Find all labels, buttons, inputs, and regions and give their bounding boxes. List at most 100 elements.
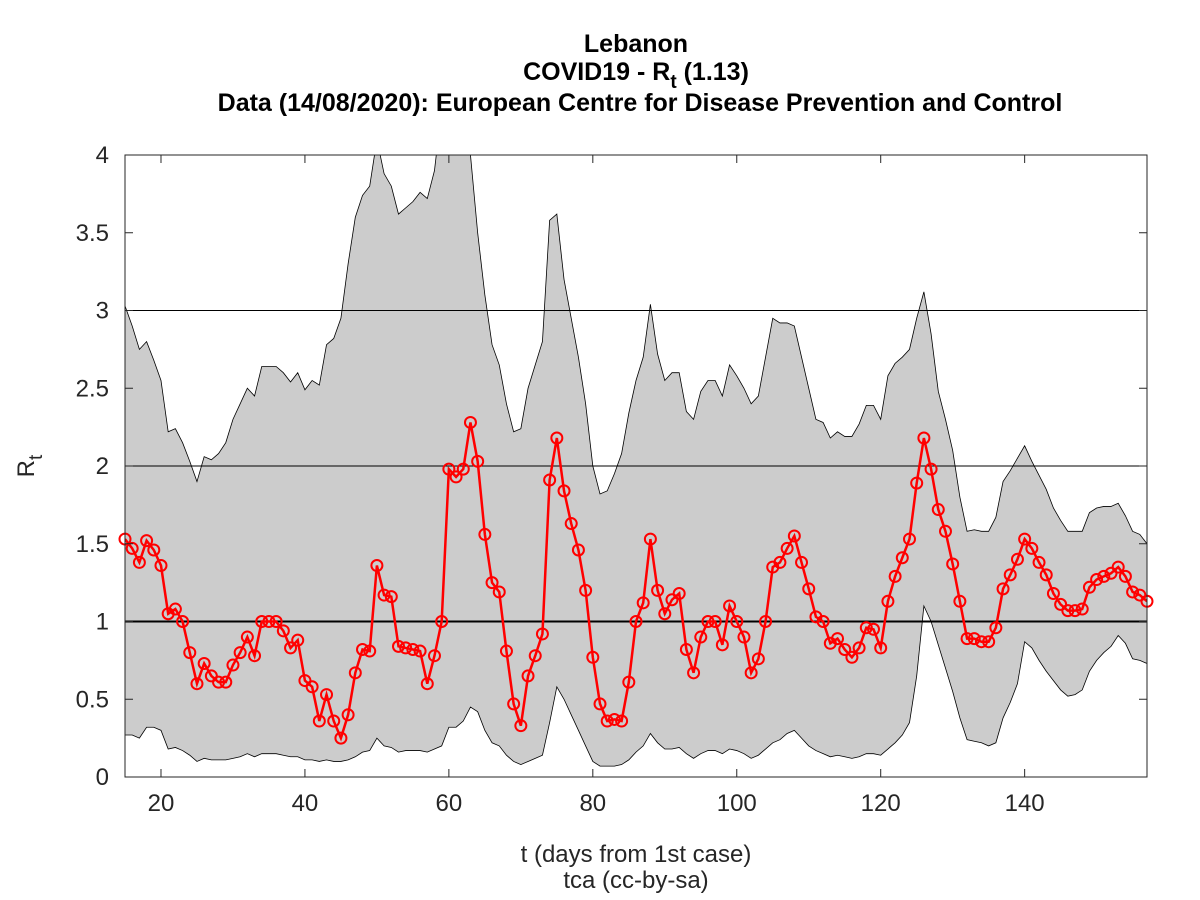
rt-marker [802, 582, 816, 596]
rt-marker [132, 555, 146, 569]
rt-marker [629, 615, 643, 628]
title-subscript: t [670, 72, 677, 93]
rt-marker [910, 476, 924, 490]
rt-marker [780, 541, 794, 555]
rt-marker [838, 642, 852, 656]
rt-marker [895, 551, 909, 565]
x-tick-label: 60 [436, 790, 463, 817]
rt-marker [492, 585, 506, 599]
rt-marker [147, 543, 161, 557]
rt-marker [212, 675, 226, 689]
rt-marker [514, 719, 528, 733]
footnote: tca (cc-by-sa) [563, 867, 708, 894]
rt-marker [219, 675, 233, 689]
rt-marker [730, 615, 744, 628]
rt-marker [125, 541, 139, 555]
rt-marker [867, 622, 881, 636]
rt-marker [471, 454, 485, 468]
rt-marker [1018, 532, 1032, 546]
rt-marker [528, 649, 542, 663]
rt-marker [341, 708, 355, 722]
rt-marker [305, 680, 319, 694]
confidence-band [125, 155, 1147, 767]
rt-marker [456, 462, 470, 476]
rt-marker [607, 712, 621, 726]
rt-marker [391, 639, 405, 653]
chart-subtitle: Data (14/08/2020): European Centre for D… [218, 89, 1063, 117]
rt-marker [248, 649, 262, 663]
rt-marker [938, 524, 952, 538]
rt-marker [284, 641, 298, 655]
rt-marker [953, 594, 967, 608]
rt-marker [363, 644, 377, 658]
rt-marker [593, 697, 607, 711]
rt-marker [485, 576, 499, 590]
rt-marker [190, 677, 204, 691]
title-text: (1.13) [677, 58, 749, 86]
rt-marker [276, 624, 290, 638]
rt-marker [399, 641, 413, 655]
rt-marker [348, 666, 362, 680]
x-tick-label: 40 [292, 790, 319, 817]
rt-marker [356, 642, 370, 656]
y-tick-label: 3.5 [76, 220, 109, 247]
rt-marker [982, 635, 996, 649]
rt-marker [233, 646, 247, 660]
rt-marker [478, 527, 492, 541]
rt-marker [694, 630, 708, 644]
y-tick-label: 2 [96, 453, 109, 480]
rt-marker [521, 669, 535, 683]
rt-marker [291, 633, 305, 647]
y-label-text: R [13, 460, 40, 477]
rt-marker [859, 621, 873, 635]
rt-marker [413, 644, 427, 658]
rt-marker [636, 596, 650, 610]
rt-marker [269, 615, 283, 628]
rt-marker [924, 462, 938, 476]
rt-marker [931, 503, 945, 517]
rt-marker [463, 415, 477, 429]
rt-marker [1032, 555, 1046, 569]
rt-marker [845, 650, 859, 664]
rt-marker [571, 543, 585, 557]
rt-marker [312, 714, 326, 728]
y-tick-label: 4 [96, 142, 109, 169]
rt-marker [917, 431, 931, 445]
rt-marker [262, 615, 276, 628]
rt-marker [615, 714, 629, 728]
x-tick-label: 100 [717, 790, 757, 817]
rt-marker [622, 675, 636, 689]
rt-marker [550, 431, 564, 445]
rt-marker [197, 656, 211, 670]
rt-marker [406, 642, 420, 656]
chart-title: Lebanon [584, 30, 688, 58]
rt-marker [449, 470, 463, 484]
y-tick-label: 3 [96, 298, 109, 325]
rt-marker [831, 632, 845, 646]
rt-marker [370, 559, 384, 573]
rt-marker [874, 641, 888, 655]
rt-marker [427, 649, 441, 663]
rt-marker [507, 697, 521, 711]
rt-marker [377, 588, 391, 602]
rt-marker [1126, 585, 1140, 599]
band-edge [125, 604, 1147, 767]
rt-marker [737, 630, 751, 644]
chart-title: COVID19 - Rt (1.13) [523, 58, 749, 93]
rt-marker [557, 484, 571, 498]
rt-marker [751, 652, 765, 666]
rt-marker [759, 615, 773, 628]
rt-marker [787, 529, 801, 543]
rt-marker [795, 555, 809, 569]
rt-marker [852, 641, 866, 655]
rt-marker [960, 632, 974, 646]
rt-marker [888, 569, 902, 583]
rt-marker [1111, 560, 1125, 574]
rt-marker [816, 615, 830, 628]
y-tick-label: 1.5 [76, 531, 109, 558]
rt-marker [176, 615, 190, 628]
rt-marker [1010, 552, 1024, 566]
y-tick-label: 2.5 [76, 375, 109, 402]
y-tick-label: 0 [96, 764, 109, 791]
rt-marker [715, 638, 729, 652]
